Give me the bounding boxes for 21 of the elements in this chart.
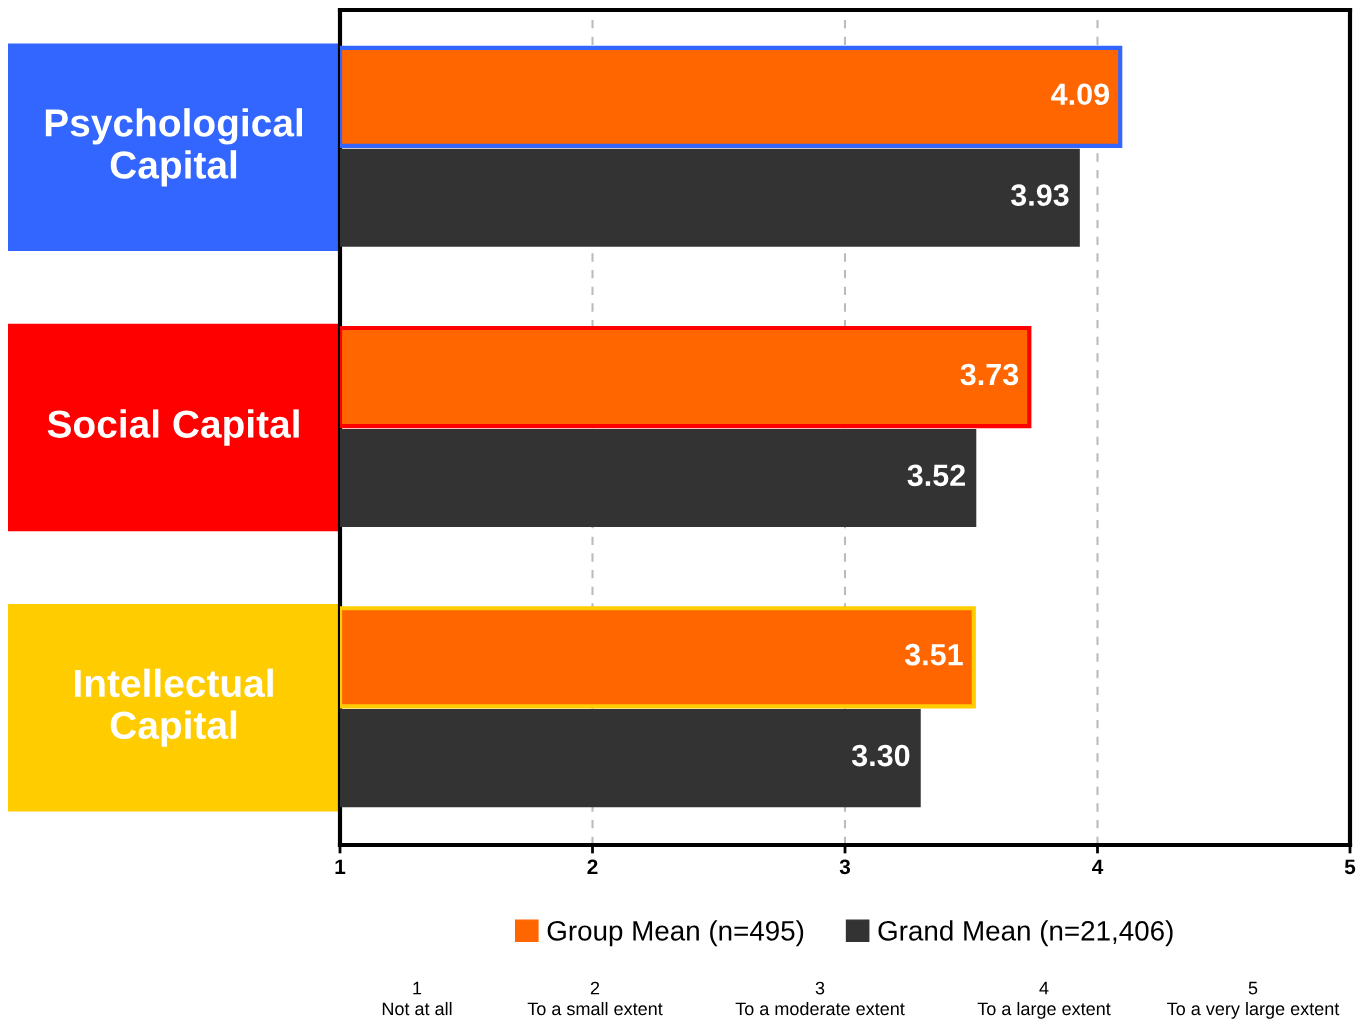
- data-label: 3.52: [907, 464, 965, 487]
- data-label: 3.73: [960, 363, 1019, 386]
- text: 5 To a very large extent: [1167, 981, 1340, 1019]
- text: 3 To a moderate extent: [735, 981, 905, 1016]
- data-label: 4.09: [1051, 83, 1109, 106]
- data-label: 3.93: [1010, 184, 1069, 206]
- text: 1 Not at all: [382, 981, 452, 1016]
- text: 2 To a small extent: [527, 981, 663, 1016]
- text: 4 To a large extent: [977, 981, 1111, 1019]
- legend-label: Grand Mean (n=21,406): [878, 920, 1173, 947]
- x-tick-label: 3: [839, 859, 851, 875]
- x-tick-label: 2: [587, 859, 598, 874]
- y-tick-label: Social Capital: [47, 409, 299, 446]
- x-tick-label: 5: [1344, 859, 1356, 875]
- y-tick-label: Psychological Capital: [45, 108, 303, 187]
- x-tick-label: 1: [335, 859, 346, 874]
- legend-label: Group Mean (n=495): [547, 920, 804, 947]
- data-label: 3.51: [904, 643, 963, 666]
- y-tick-label: Intellectual Capital: [75, 668, 273, 747]
- x-tick-label: 4: [1092, 859, 1104, 874]
- data-label: 3.30: [851, 744, 910, 767]
